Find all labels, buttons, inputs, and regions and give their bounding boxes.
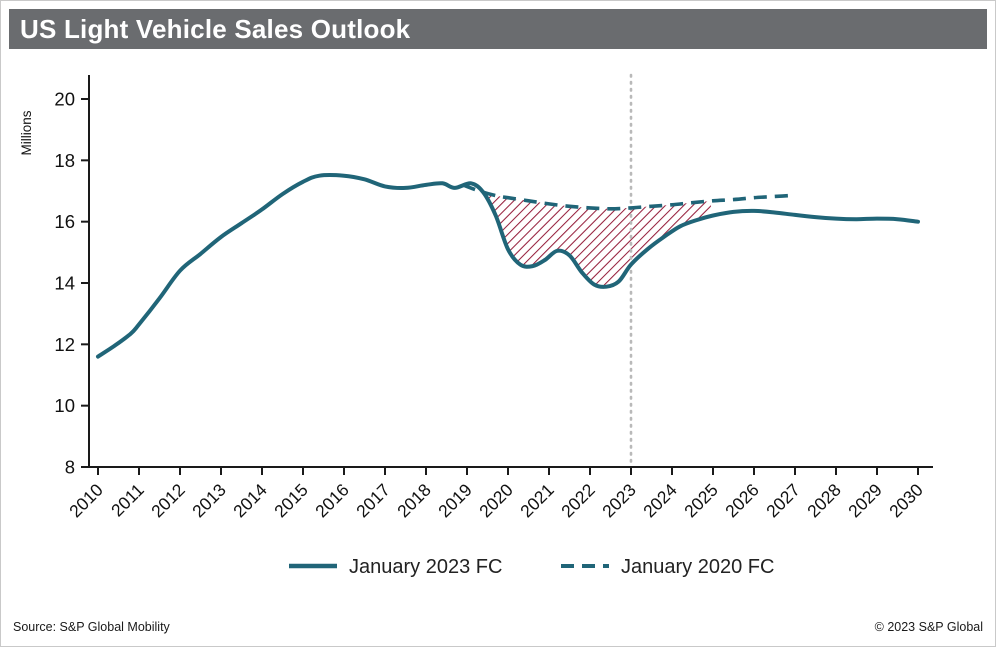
series-january-2020-fc-line — [462, 183, 796, 211]
y-tick-label: 8 — [65, 457, 75, 478]
chart-footer: Source: S&P Global Mobility © 2023 S&P G… — [13, 620, 983, 634]
legend-label-january-2020-fc: January 2020 FC — [621, 556, 774, 578]
y-tick-label: 14 — [54, 273, 75, 294]
x-tick-label: 2030 — [885, 480, 927, 522]
y-tick-label: 16 — [54, 211, 75, 232]
y-tick-label: 20 — [54, 89, 75, 110]
x-tick-label: 2010 — [65, 480, 107, 522]
chart-title: US Light Vehicle Sales Outlook — [20, 13, 411, 44]
x-tick-label: 2029 — [844, 480, 886, 522]
x-tick-label: 2017 — [352, 480, 394, 522]
x-tick-label: 2014 — [229, 480, 271, 522]
x-axis: 2010 2011 2012 2013 2014 2015 2016 2017 2018 2019… — [65, 467, 927, 521]
legend-label-january-2023-fc: January 2023 FC — [349, 556, 502, 578]
x-tick-label: 2023 — [598, 480, 640, 522]
x-tick-label: 2028 — [803, 480, 845, 522]
x-tick-label: 2022 — [557, 480, 599, 522]
chart-title-bar: US Light Vehicle Sales Outlook — [9, 9, 987, 49]
y-tick-label: 12 — [54, 334, 75, 355]
y-tick-label: 18 — [54, 150, 75, 171]
x-tick-label: 2026 — [721, 480, 763, 522]
series-january-2023-fc-line — [96, 173, 920, 359]
x-tick-label: 2027 — [762, 480, 804, 522]
x-tick-label: 2019 — [434, 480, 476, 522]
x-tick-label: 2020 — [475, 480, 517, 522]
source-text: Source: S&P Global Mobility — [13, 620, 170, 634]
x-tick-label: 2012 — [147, 480, 189, 522]
x-tick-label: 2018 — [393, 480, 435, 522]
forecast-gap-hatched-area — [485, 192, 711, 287]
copyright-text: © 2023 S&P Global — [874, 620, 983, 634]
x-tick-label: 2011 — [107, 480, 148, 521]
legend: January 2023 FC January 2020 FC — [289, 556, 774, 578]
x-tick-label: 2025 — [680, 480, 722, 522]
x-tick-label: 2016 — [311, 480, 353, 522]
y-axis: 8 10 12 14 16 18 20 Millions — [19, 89, 89, 478]
y-tick-label: 10 — [54, 395, 75, 416]
y-axis-title: Millions — [19, 110, 34, 155]
x-tick-label: 2021 — [516, 480, 558, 522]
axes — [88, 75, 933, 468]
x-tick-label: 2024 — [639, 480, 681, 522]
x-tick-label: 2013 — [188, 480, 230, 522]
x-tick-label: 2015 — [270, 480, 312, 522]
